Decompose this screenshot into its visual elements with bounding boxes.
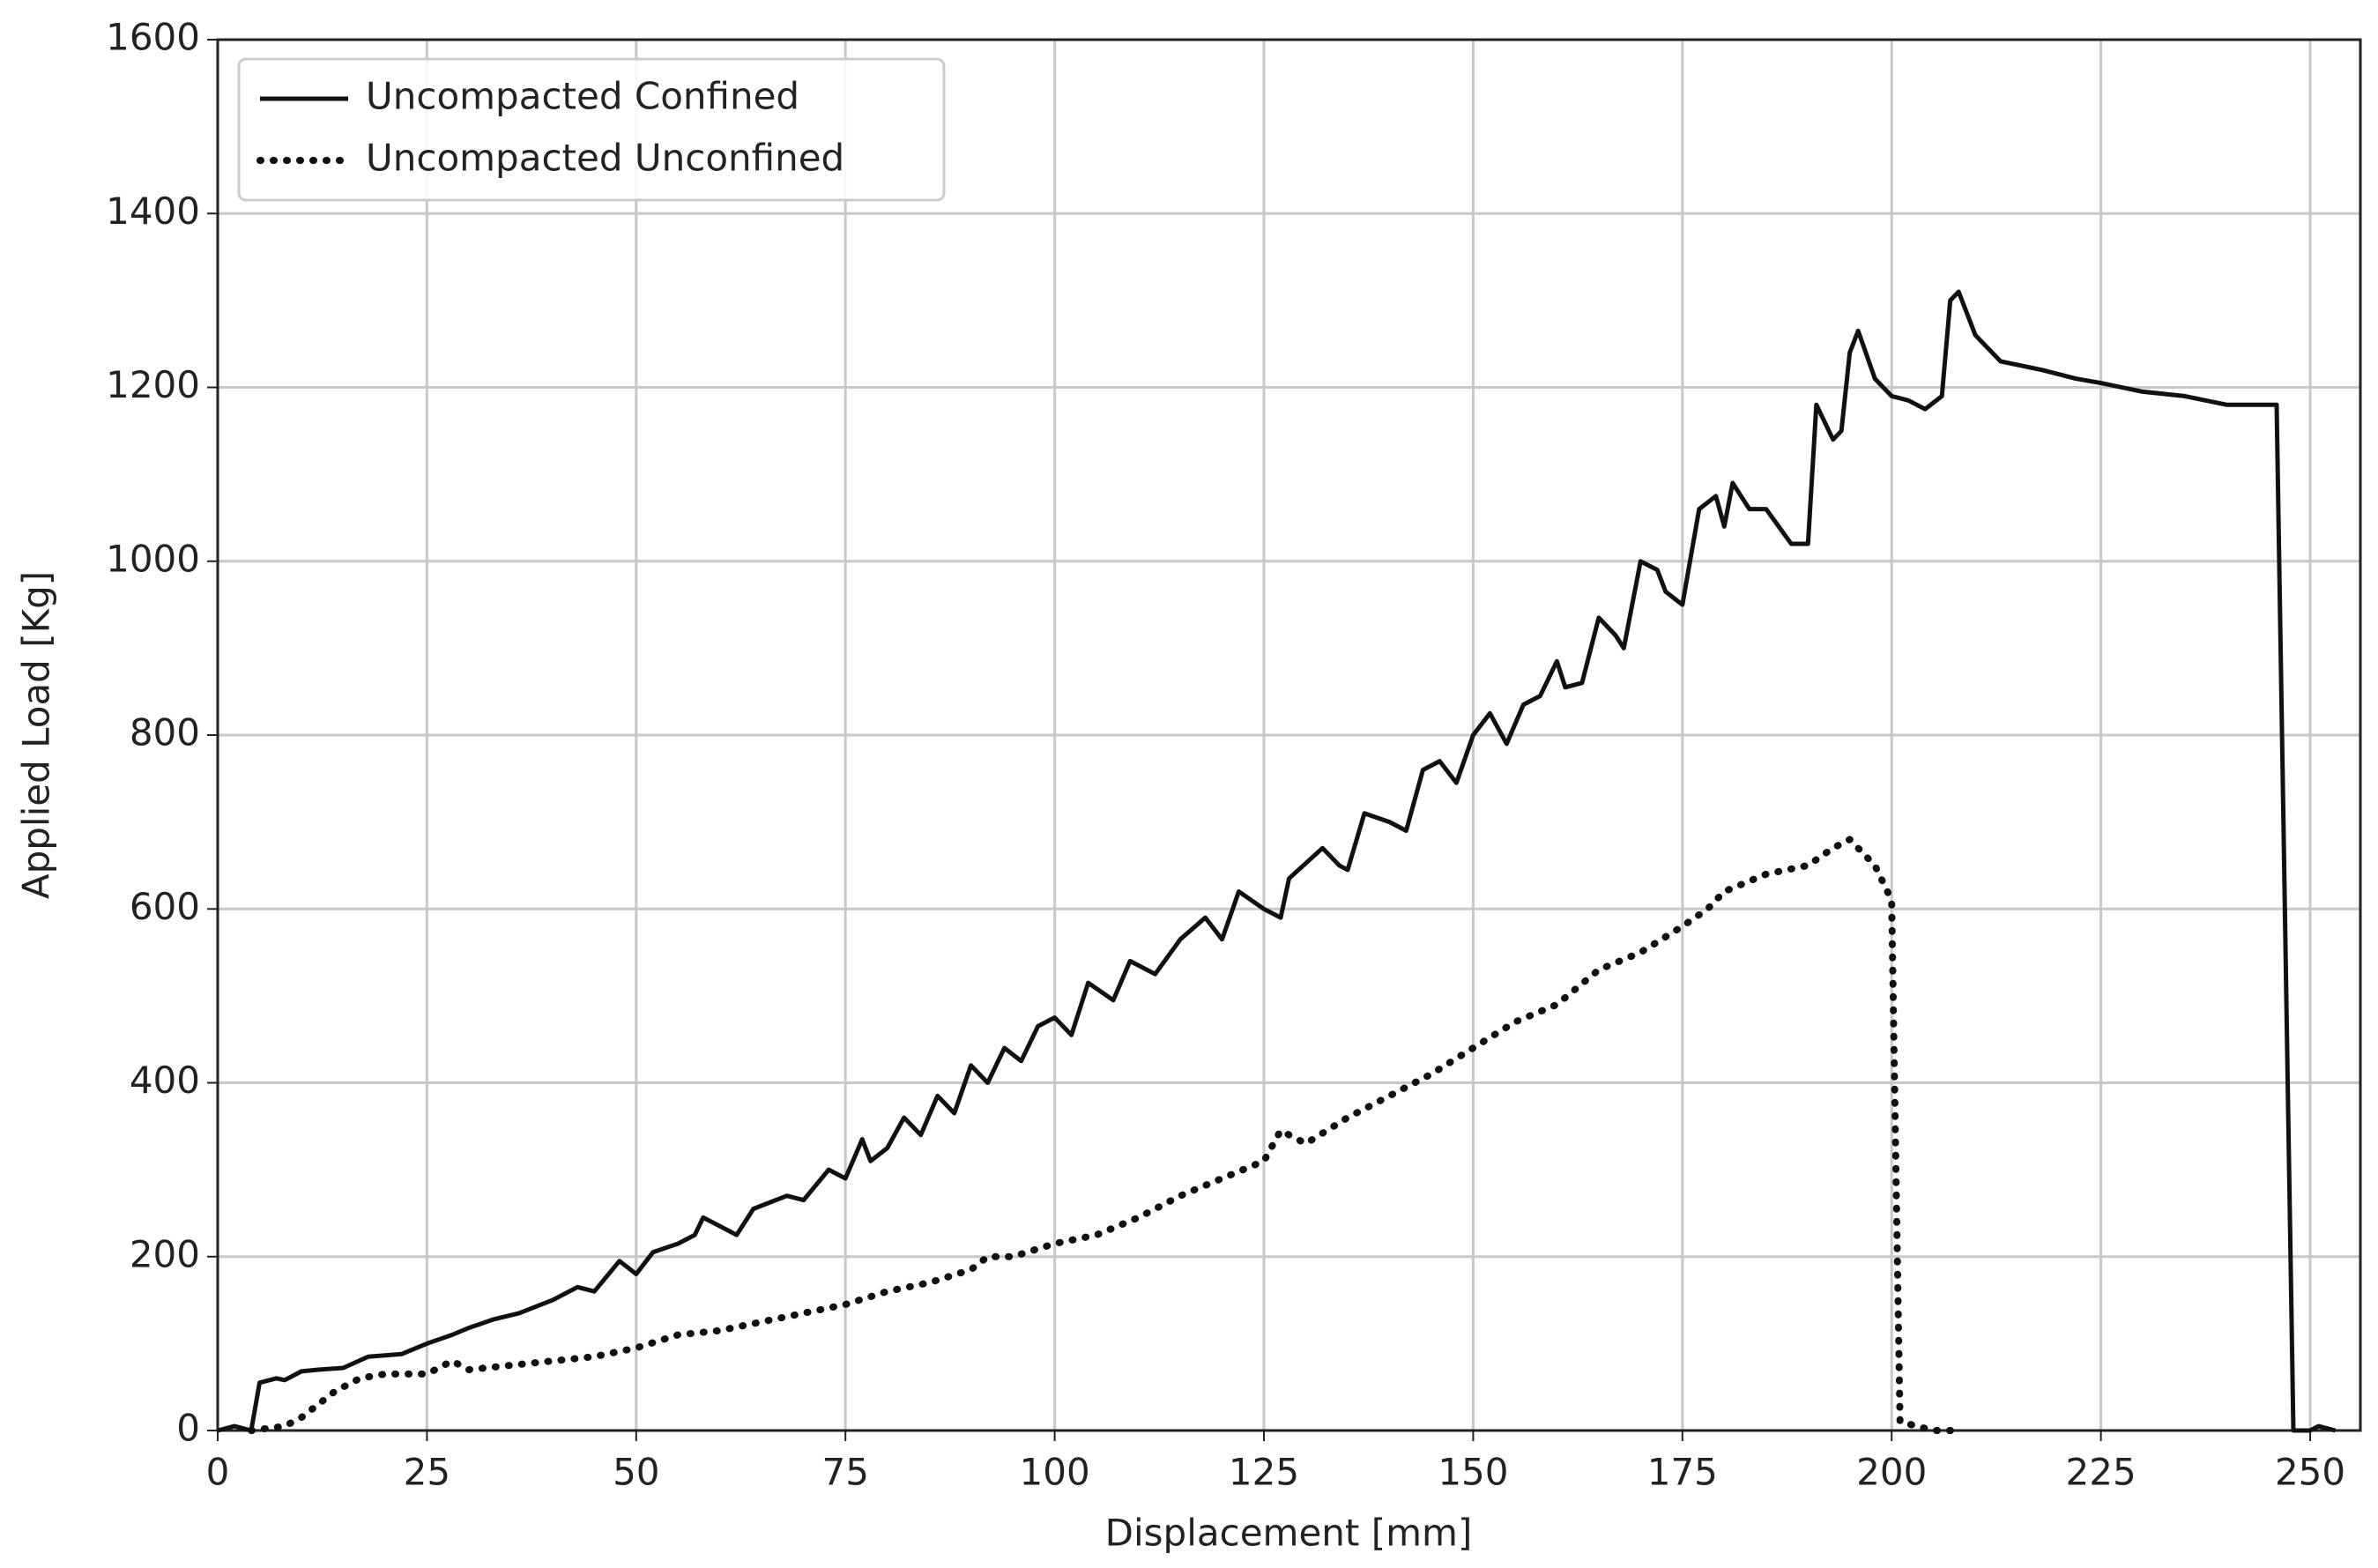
x-tick-label: 125 xyxy=(1229,1451,1299,1494)
data-line xyxy=(248,836,1963,1434)
x-tick-label: 175 xyxy=(1647,1451,1718,1494)
y-axis-label: Applied Load [Kg] xyxy=(15,571,58,899)
x-tick-label: 250 xyxy=(2275,1451,2345,1494)
x-tick-label: 100 xyxy=(1020,1451,1090,1494)
x-tick-label: 200 xyxy=(1856,1451,1927,1494)
y-tick-label: 1200 xyxy=(106,363,200,406)
y-tick-label: 1600 xyxy=(106,16,200,59)
y-tick-label: 1400 xyxy=(106,189,200,233)
x-tick-label: 50 xyxy=(613,1451,659,1494)
legend-box xyxy=(237,57,946,202)
y-tick-label: 200 xyxy=(130,1232,200,1275)
x-tick-label: 25 xyxy=(404,1451,450,1494)
x-tick-label: 0 xyxy=(206,1451,230,1494)
x-tick-label: 150 xyxy=(1438,1451,1508,1494)
y-tick-label: 1000 xyxy=(106,537,200,580)
y-tick-label: 400 xyxy=(130,1059,200,1102)
data-line xyxy=(217,289,2337,1433)
y-tick-label: 600 xyxy=(130,885,200,928)
legend-label: Uncompacted Unconfined xyxy=(366,137,844,180)
x-axis-label: Displacement [mm] xyxy=(1105,1512,1473,1555)
legend-label: Uncompacted Confined xyxy=(366,75,799,118)
x-tick-label: 225 xyxy=(2066,1451,2136,1494)
x-tick-label: 75 xyxy=(821,1451,868,1494)
y-tick-label: 800 xyxy=(130,711,200,754)
plot-frame xyxy=(216,38,2362,1432)
y-tick-label: 0 xyxy=(176,1407,200,1450)
